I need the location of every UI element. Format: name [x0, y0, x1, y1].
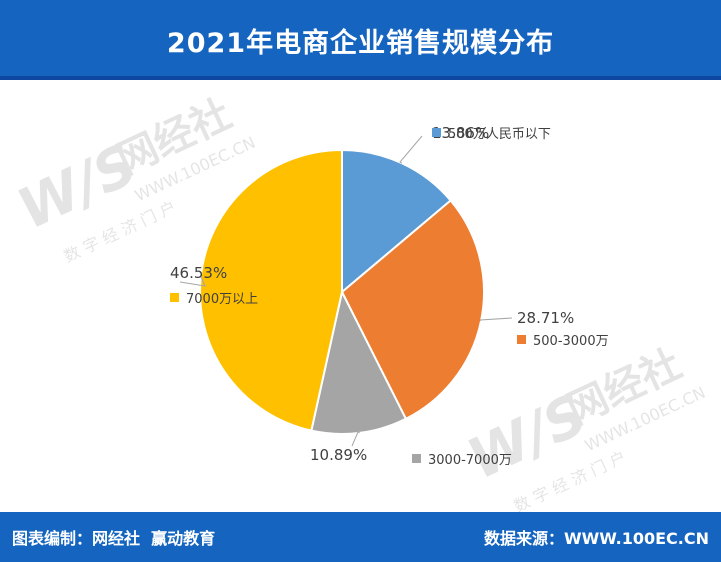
slice-value-label: 13.86%: [432, 124, 489, 142]
slice-category-label: 7000万以上: [186, 292, 258, 307]
footer-credit: 图表编制：网经社 赢动教育: [12, 525, 215, 549]
legend-swatch: [517, 335, 526, 344]
slice-category-label: 500万人民币以下: [448, 127, 551, 142]
legend-swatch: [170, 293, 179, 302]
slice-value-label: 10.89%: [310, 446, 367, 464]
pie-slices: [199, 148, 485, 435]
leader-lines: [179, 135, 513, 447]
page-title: 2021年电商企业销售规模分布: [166, 27, 555, 59]
footer-bar: 图表编制：网经社 赢动教育 数据来源：WWW.100EC.CN: [0, 512, 721, 562]
legend-swatch: [432, 128, 441, 137]
footer-source: 数据来源：WWW.100EC.CN: [483, 529, 709, 548]
slice-category-label: 500-3000万: [533, 334, 609, 349]
pie-slice-4: [199, 148, 343, 432]
slice-category-label: 3000-7000万: [428, 453, 512, 468]
pie-slice-1: [341, 148, 453, 295]
leader-line-1: [399, 135, 423, 164]
legend-swatch: [412, 454, 421, 463]
footer-partner: 赢动教育: [151, 529, 216, 548]
slice-value-label: 28.71%: [517, 309, 574, 327]
slice-labels: 13.86%500万人民币以下 28.71% 500-3000万 10.89% 3000…: [170, 124, 609, 468]
header-bar: 2021年电商企业销售规模分布: [0, 0, 721, 80]
chart-area: W/S 网经社 WWW.100EC.CN 数 字 经 济 门 户 W/S 网经社…: [0, 80, 721, 516]
watermark-bottom-right: W/S 网经社 WWW.100EC.CN 数 字 经 济 门 户: [458, 341, 708, 516]
leader-line-3: [351, 431, 360, 447]
slice-value-label: 46.53%: [170, 264, 227, 282]
footer-compiler: 图表编制：网经社: [12, 529, 141, 548]
leader-line-4: [179, 276, 206, 287]
pie-chart: W/S 网经社 WWW.100EC.CN 数 字 经 济 门 户 W/S 网经社…: [8, 91, 708, 516]
header-underline: [0, 76, 721, 80]
leader-line-2: [479, 317, 513, 321]
